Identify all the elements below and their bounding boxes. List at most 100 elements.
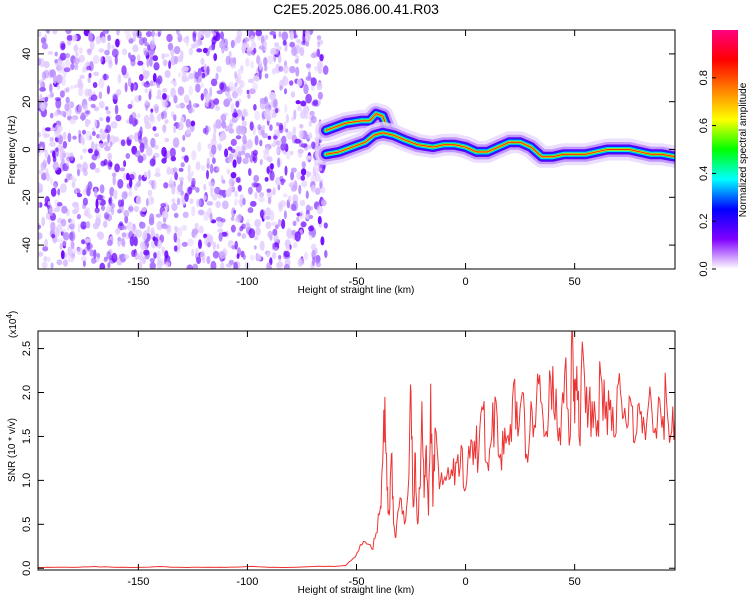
noise-blob (308, 115, 315, 121)
noise-blob (38, 224, 42, 229)
noise-blob (137, 113, 141, 119)
noise-blob (187, 238, 194, 247)
noise-blob (137, 54, 141, 63)
noise-blob (60, 43, 66, 50)
noise-blob (228, 50, 232, 60)
noise-blob (138, 261, 143, 269)
noise-blob (299, 210, 304, 220)
noise-blob (207, 143, 212, 150)
noise-blob (46, 30, 51, 35)
noise-blob (195, 187, 200, 193)
noise-blob (210, 30, 215, 35)
noise-blob (54, 51, 58, 57)
noise-blob (82, 197, 88, 206)
noise-blob (125, 172, 130, 181)
noise-blob (147, 189, 153, 197)
noise-blob (301, 161, 306, 169)
noise-blob (89, 135, 92, 141)
noise-blob (77, 223, 81, 233)
noise-blob (128, 203, 134, 214)
noise-blob (305, 32, 311, 42)
noise-blob (149, 258, 155, 263)
noise-blob (216, 143, 222, 151)
noise-blob (162, 59, 168, 67)
noise-blob (284, 143, 289, 153)
noise-blob (235, 100, 240, 108)
noise-blob (316, 205, 323, 215)
noise-blob (283, 250, 290, 258)
noise-blob (250, 200, 257, 207)
noise-blob (117, 179, 124, 189)
noise-blob (78, 104, 83, 115)
noise-blob (216, 90, 223, 95)
noise-blob (61, 205, 68, 214)
snr-y-ticks: 0.0 0.5 1.0 1.5 2.0 2.5 (21, 341, 675, 576)
noise-blob (123, 160, 127, 168)
noise-blob (213, 98, 220, 105)
noise-blob (282, 39, 287, 46)
noise-blob (241, 233, 247, 239)
noise-blob (125, 153, 131, 159)
noise-blob (277, 46, 282, 51)
noise-blob (154, 106, 159, 114)
noise-blob (225, 263, 232, 268)
noise-blob (186, 264, 194, 269)
noise-blob (60, 250, 65, 260)
chart-title: C2E5.2025.086.00.41.R03 (273, 1, 439, 17)
noise-blob (308, 144, 312, 150)
noise-blob (252, 149, 258, 156)
noise-blob (197, 68, 202, 77)
noise-blob (200, 165, 206, 172)
noise-blob (305, 93, 312, 104)
noise-blob (264, 34, 269, 40)
noise-blob (46, 214, 51, 220)
noise-blob (148, 217, 155, 226)
noise-blob (119, 221, 123, 227)
noise-blob (275, 176, 282, 186)
noise-blob (283, 210, 287, 220)
noise-blob (84, 209, 89, 217)
noise-blob (314, 136, 320, 144)
noise-blob (161, 99, 168, 108)
noise-blob (138, 135, 143, 144)
noise-blob (316, 48, 321, 58)
noise-blob (62, 259, 68, 267)
noise-blob (102, 220, 108, 228)
noise-blob (300, 100, 307, 107)
noise-blob (278, 65, 284, 72)
noise-blob (181, 146, 186, 153)
snr-panel: -150 -100 -50 0 50 0.0 0.5 1.0 1.5 2.0 2.5 Height… (5, 311, 676, 596)
noise-blob (56, 259, 63, 266)
noise-blob (123, 172, 127, 181)
noise-blob (301, 180, 308, 188)
noise-blob (157, 89, 162, 97)
noise-blob (193, 103, 196, 109)
noise-blob (105, 116, 111, 123)
noise-blob (201, 72, 206, 79)
noise-blob (157, 31, 161, 37)
noise-blob (38, 251, 44, 257)
noise-blob (58, 61, 65, 71)
noise-blob (254, 192, 258, 200)
spectrogram-y-tick-label: -20 (21, 189, 33, 205)
noise-blob (70, 63, 75, 71)
noise-blob (269, 91, 276, 101)
noise-blob (99, 117, 104, 122)
noise-blob (67, 254, 75, 263)
noise-blob (203, 183, 207, 191)
noise-blob (134, 118, 139, 126)
noise-blob (52, 150, 56, 158)
noise-blob (117, 73, 122, 84)
noise-blob (169, 183, 174, 189)
noise-blob (305, 190, 309, 199)
noise-blob (152, 73, 157, 83)
noise-blob (170, 80, 176, 85)
noise-blob (94, 187, 98, 198)
noise-blob (154, 133, 160, 138)
noise-blob (266, 251, 270, 258)
noise-blob (128, 206, 134, 212)
noise-blob (266, 262, 271, 269)
snr-y-tick-label: 1.5 (21, 429, 33, 444)
noise-blob (306, 170, 310, 179)
noise-blob (150, 137, 156, 148)
